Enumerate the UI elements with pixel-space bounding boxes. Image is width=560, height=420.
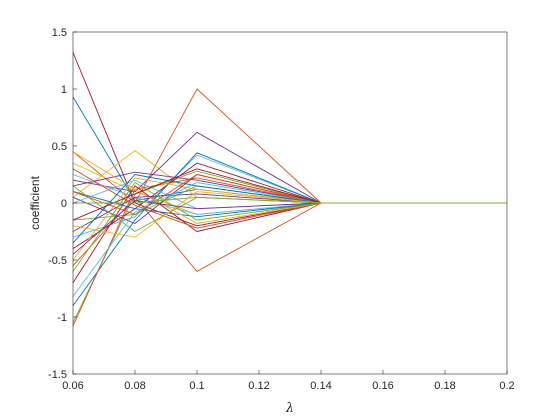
x-tick-label: 0.16 (372, 380, 393, 392)
y-axis-label: coefficient (28, 175, 42, 229)
x-tick-label: 0.12 (248, 380, 269, 392)
y-tick-label: 1 (61, 84, 67, 96)
x-tick-label: 0.14 (310, 380, 331, 392)
y-tick-label: 1.5 (52, 27, 67, 39)
y-tick-label: -1.5 (48, 369, 67, 381)
x-tick-label: 0.08 (124, 380, 145, 392)
x-tick-label: 0.1 (189, 380, 204, 392)
x-tick-label: 0.18 (434, 380, 455, 392)
y-tick-label: -0.5 (48, 255, 67, 267)
x-axis-label: λ (285, 401, 294, 416)
x-tick-label: 0.2 (499, 380, 514, 392)
y-tick-label: 0 (61, 198, 67, 210)
y-tick-label: 0.5 (52, 141, 67, 153)
x-tick-label: 0.06 (62, 380, 83, 392)
tick-layer: 0.06 0.08 0.1 0.12 0.14 0.16 0.18 0.2 -1.5 -1 -0.5… (48, 27, 515, 392)
series-layer (72, 52, 507, 327)
y-tick-label: -1 (57, 312, 67, 324)
series-line-32 (73, 196, 507, 204)
